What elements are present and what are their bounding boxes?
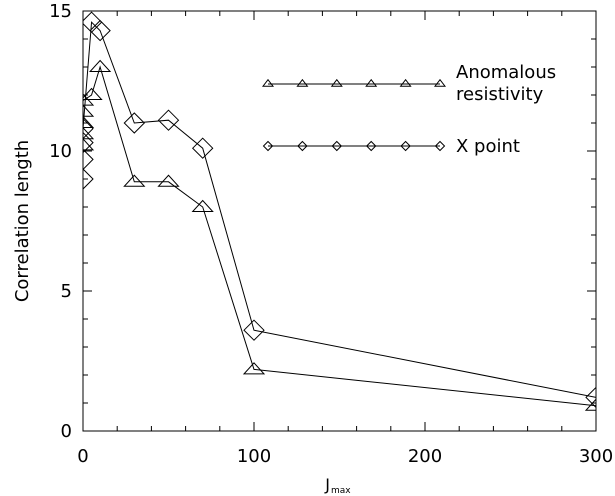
series-layer [83, 11, 596, 411]
x-tick-label: 200 [408, 446, 442, 467]
data-point [83, 148, 94, 171]
legend-marker [297, 140, 308, 152]
legend-marker [296, 78, 309, 87]
legend-marker [365, 140, 377, 152]
plot-frame [82, 10, 597, 432]
legend-marker [433, 78, 447, 87]
legend-label: resistivity [456, 84, 544, 105]
y-tick-label: 0 [61, 421, 72, 442]
legend-marker [330, 78, 343, 87]
data-point [83, 87, 103, 100]
series-anomalous-resistivity [83, 59, 596, 411]
legend-marker [262, 140, 274, 152]
y-tick-label: 10 [49, 141, 72, 162]
legend-label: Anomalous [456, 62, 556, 83]
data-point [83, 168, 94, 190]
legend-marker [399, 78, 412, 87]
y-axis-title: Correlation length [12, 140, 33, 302]
legend-marker [400, 140, 411, 152]
data-point [157, 174, 180, 187]
data-point [83, 138, 95, 151]
series-x-point [83, 11, 596, 409]
x-tick-label: 100 [237, 446, 271, 467]
data-point [191, 137, 214, 159]
data-point [83, 117, 94, 140]
data-point [191, 199, 214, 212]
legend-marker [365, 78, 378, 87]
data-point [157, 109, 180, 131]
legend-marker [261, 78, 275, 87]
data-point [83, 131, 94, 154]
data-point [242, 362, 266, 375]
data-point [243, 319, 265, 341]
y-tick-label: 5 [61, 281, 72, 302]
legend-label: X point [456, 136, 520, 157]
legend-item: X point [262, 136, 520, 157]
data-point [83, 104, 95, 117]
x-axis-title: J [324, 475, 330, 494]
data-point [584, 398, 596, 411]
data-point [83, 115, 95, 128]
series-line [83, 21, 596, 398]
axis-ticks: 0 100 200 300 0 5 10 15 [49, 1, 613, 467]
data-point [88, 59, 112, 72]
data-point [123, 112, 146, 134]
legend-marker [434, 140, 446, 152]
data-point [123, 174, 146, 187]
legend-marker [331, 140, 343, 152]
series-line [83, 65, 596, 407]
y-tick-label: 15 [49, 1, 72, 22]
x-axis-title-subscript: max [331, 486, 351, 496]
x-tick-label: 300 [579, 446, 613, 467]
data-point [585, 386, 596, 409]
x-tick-label: 0 [77, 446, 88, 467]
data-point [89, 19, 111, 42]
